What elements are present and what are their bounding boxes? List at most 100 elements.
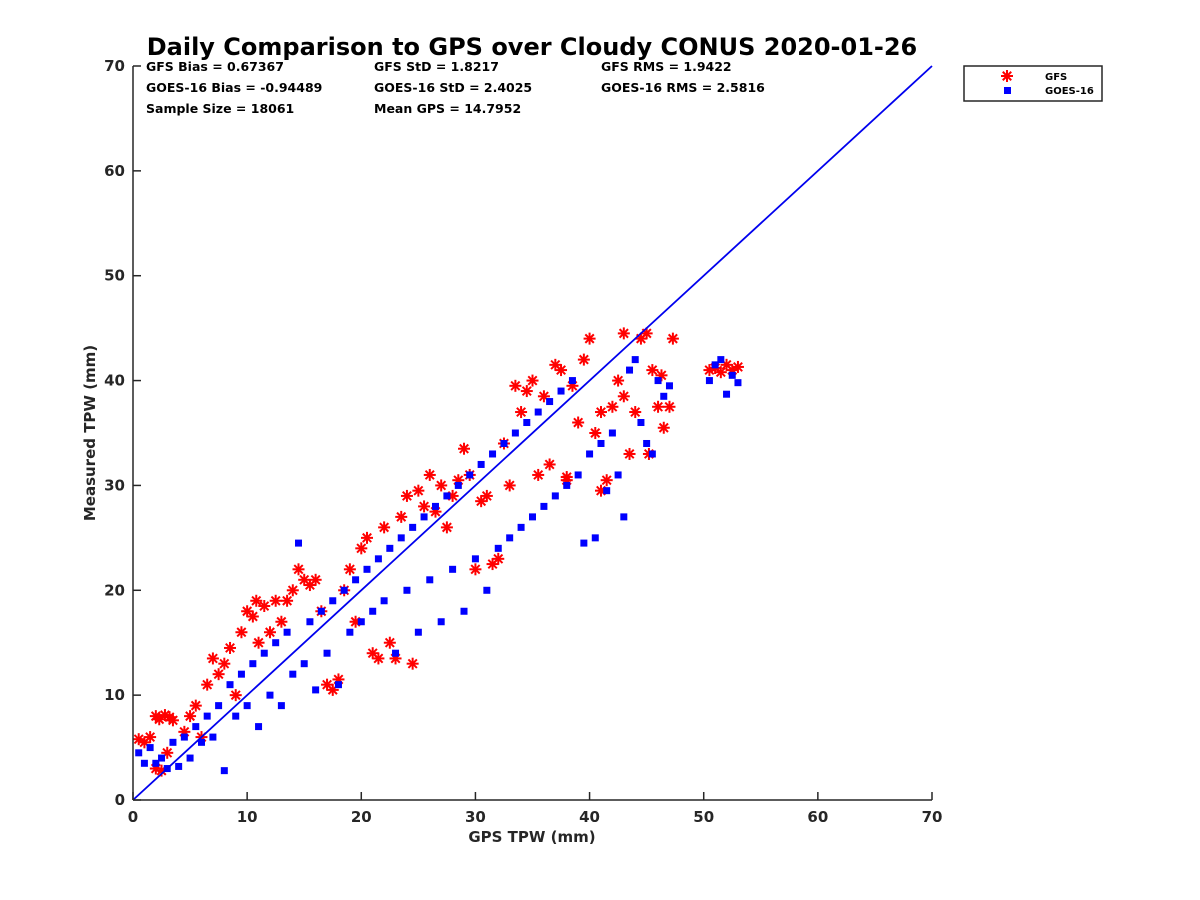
goes16-point: [255, 723, 263, 731]
goes16-point: [295, 539, 303, 547]
goes16-point: [300, 660, 308, 668]
goes16-point: [557, 387, 565, 395]
goes16-point: [169, 738, 177, 746]
goes16-point: [140, 759, 148, 767]
y-tick-label: 20: [104, 581, 125, 599]
gfs-point: [652, 400, 665, 413]
goes16-point: [374, 555, 382, 563]
goes16-point: [340, 586, 348, 594]
goes16-point: [568, 377, 576, 385]
goes16-point: [654, 377, 662, 385]
goes16-point: [614, 471, 622, 479]
goes16-point: [357, 618, 365, 626]
goes16-point: [717, 356, 725, 364]
goes16-point: [346, 628, 354, 636]
chart-title: Daily Comparison to GPS over Cloudy CONU…: [147, 33, 918, 61]
gfs-point: [275, 615, 288, 628]
gfs-point: [269, 594, 282, 607]
gfs-point: [520, 385, 533, 398]
gfs-point: [480, 489, 493, 502]
x-ticks: 0 10 20 30 40 50 60 70: [128, 792, 942, 826]
goes16-point: [711, 361, 719, 369]
gfs-point: [526, 374, 539, 387]
gfs-point: [666, 332, 679, 345]
goes16-point: [631, 356, 639, 364]
legend-label-goes16: GOES-16: [1045, 86, 1094, 97]
gfs-point: [503, 479, 516, 492]
legend-gfs-asterisk: [1001, 70, 1013, 82]
goes16-point: [352, 576, 360, 584]
gfs-point: [378, 521, 391, 534]
gfs-point: [218, 657, 231, 670]
goes16-point: [243, 702, 251, 710]
goes16-point: [397, 534, 405, 542]
goes16-point: [329, 597, 337, 605]
gfs-point: [235, 626, 248, 639]
y-tick-label: 0: [115, 791, 125, 809]
gfs-point: [326, 683, 339, 696]
goes16-point: [403, 586, 411, 594]
gfs-point: [189, 699, 202, 712]
gfs-point: [383, 636, 396, 649]
goes16-point: [489, 450, 497, 458]
gfs-point: [515, 406, 528, 419]
gfs-point: [555, 364, 568, 377]
legend-box: [963, 65, 1103, 102]
goes16-point: [186, 754, 194, 762]
gfs-point: [577, 353, 590, 366]
y-ticks: 0 10 20 30 40 50 60 70: [104, 57, 141, 809]
goes16-point: [626, 366, 634, 374]
goes16-point: [660, 392, 668, 400]
goes16-point: [546, 398, 554, 406]
goes16-point: [277, 702, 285, 710]
y-tick-label: 10: [104, 686, 125, 704]
goes16-point: [152, 759, 160, 767]
x-tick-label: 30: [465, 808, 486, 826]
goes16-point: [563, 481, 571, 489]
stat-gfs-rms: GFS RMS = 1.9422: [601, 59, 732, 74]
gfs-point: [286, 584, 299, 597]
goes16-point: [517, 523, 525, 531]
gfs-point: [400, 489, 413, 502]
goes16-point: [603, 487, 611, 495]
legend-label-gfs: GFS: [1045, 72, 1067, 83]
gfs-point: [594, 406, 607, 419]
gfs-point: [657, 421, 670, 434]
goes16-point: [540, 502, 548, 510]
goes16-point: [460, 607, 468, 615]
gfs-point: [250, 594, 263, 607]
goes16-point: [272, 639, 280, 647]
goes16-point: [471, 555, 479, 563]
stat-sample-size: Sample Size = 18061: [146, 101, 294, 116]
gfs-point: [418, 500, 431, 513]
goes16-point: [289, 670, 297, 678]
goes16-point: [449, 565, 457, 573]
gfs-point: [492, 552, 505, 565]
x-tick-label: 50: [693, 808, 714, 826]
gfs-point: [258, 600, 271, 613]
gfs-point: [606, 400, 619, 413]
goes16-point: [574, 471, 582, 479]
stat-goes16-std: GOES-16 StD = 2.4025: [374, 80, 532, 95]
goes16-point: [466, 471, 474, 479]
goes16-point: [135, 749, 143, 757]
goes16-point: [380, 597, 388, 605]
goes16-point: [580, 539, 588, 547]
gfs-point: [144, 731, 157, 744]
goes16-point: [705, 377, 713, 385]
gfs-point: [458, 442, 471, 455]
goes16-point: [317, 607, 325, 615]
gfs-point: [246, 610, 259, 623]
goes16-point: [643, 439, 651, 447]
goes16-point: [158, 754, 166, 762]
gfs-point: [572, 416, 585, 429]
y-tick-label: 60: [104, 162, 125, 180]
stat-mean-gps: Mean GPS = 14.7952: [374, 101, 521, 116]
gfs-point: [600, 474, 613, 487]
x-tick-label: 20: [351, 808, 372, 826]
goes16-point: [734, 379, 742, 387]
goes16-point: [260, 649, 268, 657]
gfs-point: [617, 327, 630, 340]
x-tick-label: 0: [128, 808, 138, 826]
goes16-point: [665, 382, 673, 390]
